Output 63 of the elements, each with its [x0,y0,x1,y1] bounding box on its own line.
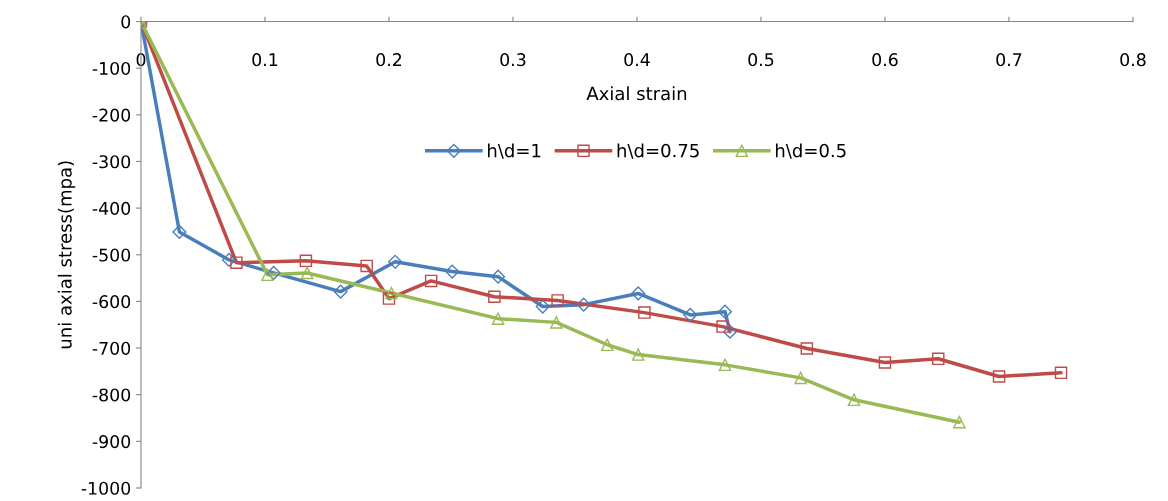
legend-label: h\d=1 [487,143,541,159]
y-tick-label: -600 [92,295,131,309]
point [992,370,1006,383]
y-tick-label: 0 [121,15,131,29]
legend-label: h\d=0.75 [617,143,699,159]
point [1054,366,1068,380]
x-tick-label: 0.5 [748,53,774,67]
y-tick-label: -400 [92,201,131,215]
point [382,292,396,305]
point [491,312,505,325]
point [360,259,373,273]
y-tick-label: -300 [92,155,131,169]
point [722,324,738,339]
y-tick-label: -800 [92,388,131,402]
point [631,286,646,301]
point [388,254,403,269]
point [488,290,501,303]
point [631,348,645,361]
point [600,338,614,352]
x-tick-label: 0.2 [376,53,402,67]
point [716,320,729,333]
point [550,316,563,329]
x-tick-label: 0.3 [500,53,526,67]
y-tick-label: -200 [92,108,131,122]
legend-label: h\d=0.5 [775,143,846,159]
point [385,286,398,300]
point [221,252,237,267]
y-tick-label: -900 [92,435,131,449]
point [172,224,187,239]
y-tick-label: -500 [92,248,131,262]
x-tick-label: 0.1 [252,53,278,67]
y-tick-label: -100 [92,61,131,76]
point [230,256,243,269]
point [576,297,591,312]
point [445,264,460,279]
y-tick-label: -700 [92,341,131,355]
point [794,371,807,385]
point [535,299,550,314]
point [300,266,314,280]
point [878,356,892,369]
x-tick-label: 0.7 [996,53,1022,67]
point [333,284,348,299]
x-axis-title: Axial strain [586,86,687,101]
point [800,342,814,355]
x-tick-label: 0.4 [624,53,650,67]
point [847,393,861,407]
point [299,254,313,268]
point [932,352,945,366]
x-tick-label: 0.8 [1120,53,1146,67]
point [953,415,966,429]
y-tick-label: -1000 [81,481,131,495]
point [491,269,506,284]
point [424,274,438,288]
point [266,265,281,281]
point [638,306,651,319]
y-axis-title: uni axial stress(mpa) [57,161,76,349]
point [551,294,564,307]
point [261,268,274,282]
point [717,304,733,319]
x-tick-label: 0.6 [872,53,898,67]
point [683,307,698,323]
x-tick-label: 0 [136,53,146,67]
point [718,358,732,372]
